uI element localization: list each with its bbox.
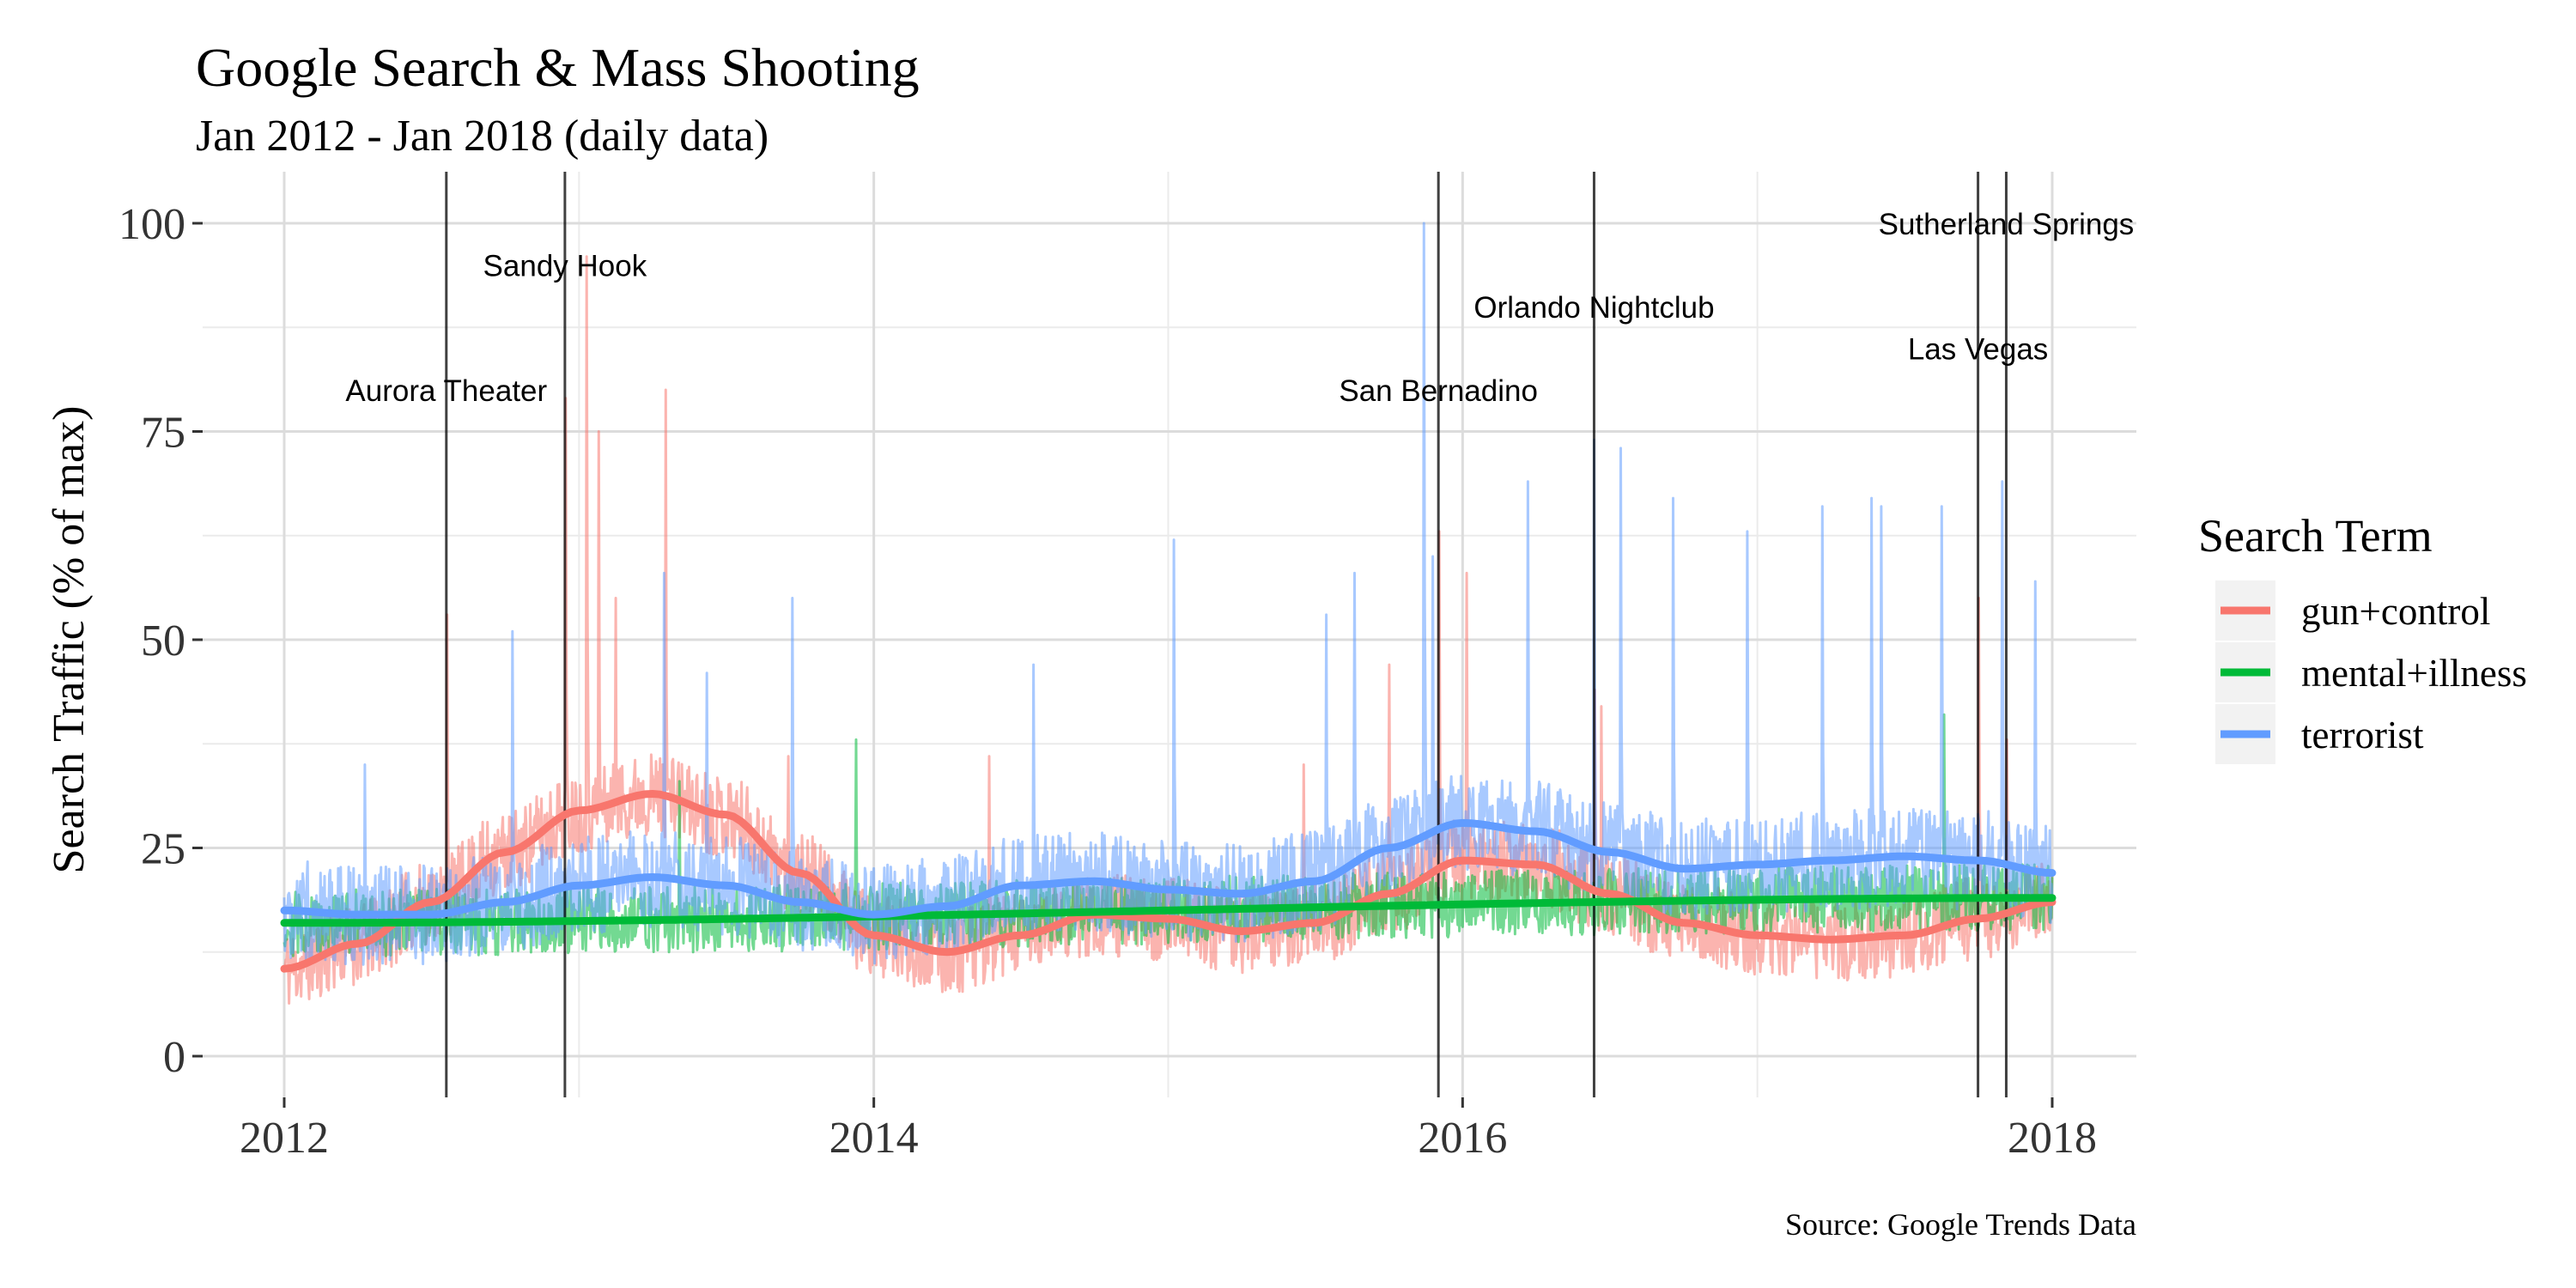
minor-grid <box>203 172 2136 1097</box>
chart-title: Google Search & Mass Shooting <box>196 37 920 98</box>
smooth-series-lines <box>280 790 2057 973</box>
y-tick-label: 25 <box>141 825 185 874</box>
legend-label: mental+illness <box>2301 652 2527 695</box>
smooth-line-terrorist <box>280 818 2057 919</box>
event-label: Las Vegas <box>1908 333 2048 367</box>
plot-panel: Aurora Theater Sandy Hook San Bernadino Orl… <box>203 172 2136 1097</box>
x-axis: 2012 2014 2016 2018 <box>240 1097 2097 1163</box>
y-tick-label: 100 <box>118 200 185 249</box>
event-label: San Bernadino <box>1339 374 1538 408</box>
legend-title: Search Term <box>2198 510 2433 562</box>
legend-item-terrorist: terrorist <box>2215 704 2424 764</box>
event-label: Orlando Nightclub <box>1473 291 1714 325</box>
y-tick-label: 75 <box>141 409 185 458</box>
x-tick-label: 2014 <box>829 1114 919 1163</box>
smooth-line-gun-control <box>280 790 2057 973</box>
caption: Source: Google Trends Data <box>1785 1207 2136 1242</box>
legend-item-mental-illness: mental+illness <box>2215 642 2527 702</box>
x-tick-label: 2012 <box>240 1114 329 1163</box>
event-label: Aurora Theater <box>345 374 547 408</box>
smooth-line-mental-illness <box>280 894 2057 927</box>
y-tick-label: 50 <box>141 617 185 665</box>
legend-label: gun+control <box>2301 590 2490 633</box>
y-axis-label: Search Traffic (% of max) <box>45 406 94 874</box>
y-axis: 0 25 50 75 100 <box>118 200 203 1082</box>
daily-line-terrorist <box>283 222 2054 966</box>
legend-item-gun-control: gun+control <box>2215 580 2490 641</box>
x-tick-label: 2018 <box>2008 1114 2097 1163</box>
y-tick-label: 0 <box>163 1033 185 1082</box>
event-lines <box>445 172 2008 1097</box>
event-labels: Aurora Theater Sandy Hook San Bernadino Orl… <box>345 208 2134 408</box>
event-label: Sutherland Springs <box>1879 208 2135 241</box>
legend-label: terrorist <box>2301 714 2424 756</box>
x-tick-label: 2016 <box>1418 1114 1507 1163</box>
event-label: Sandy Hook <box>483 250 647 283</box>
chart-subtitle: Jan 2012 - Jan 2018 (daily data) <box>196 112 769 161</box>
legend: Search Term gun+control mental+illness ter… <box>2198 510 2527 764</box>
